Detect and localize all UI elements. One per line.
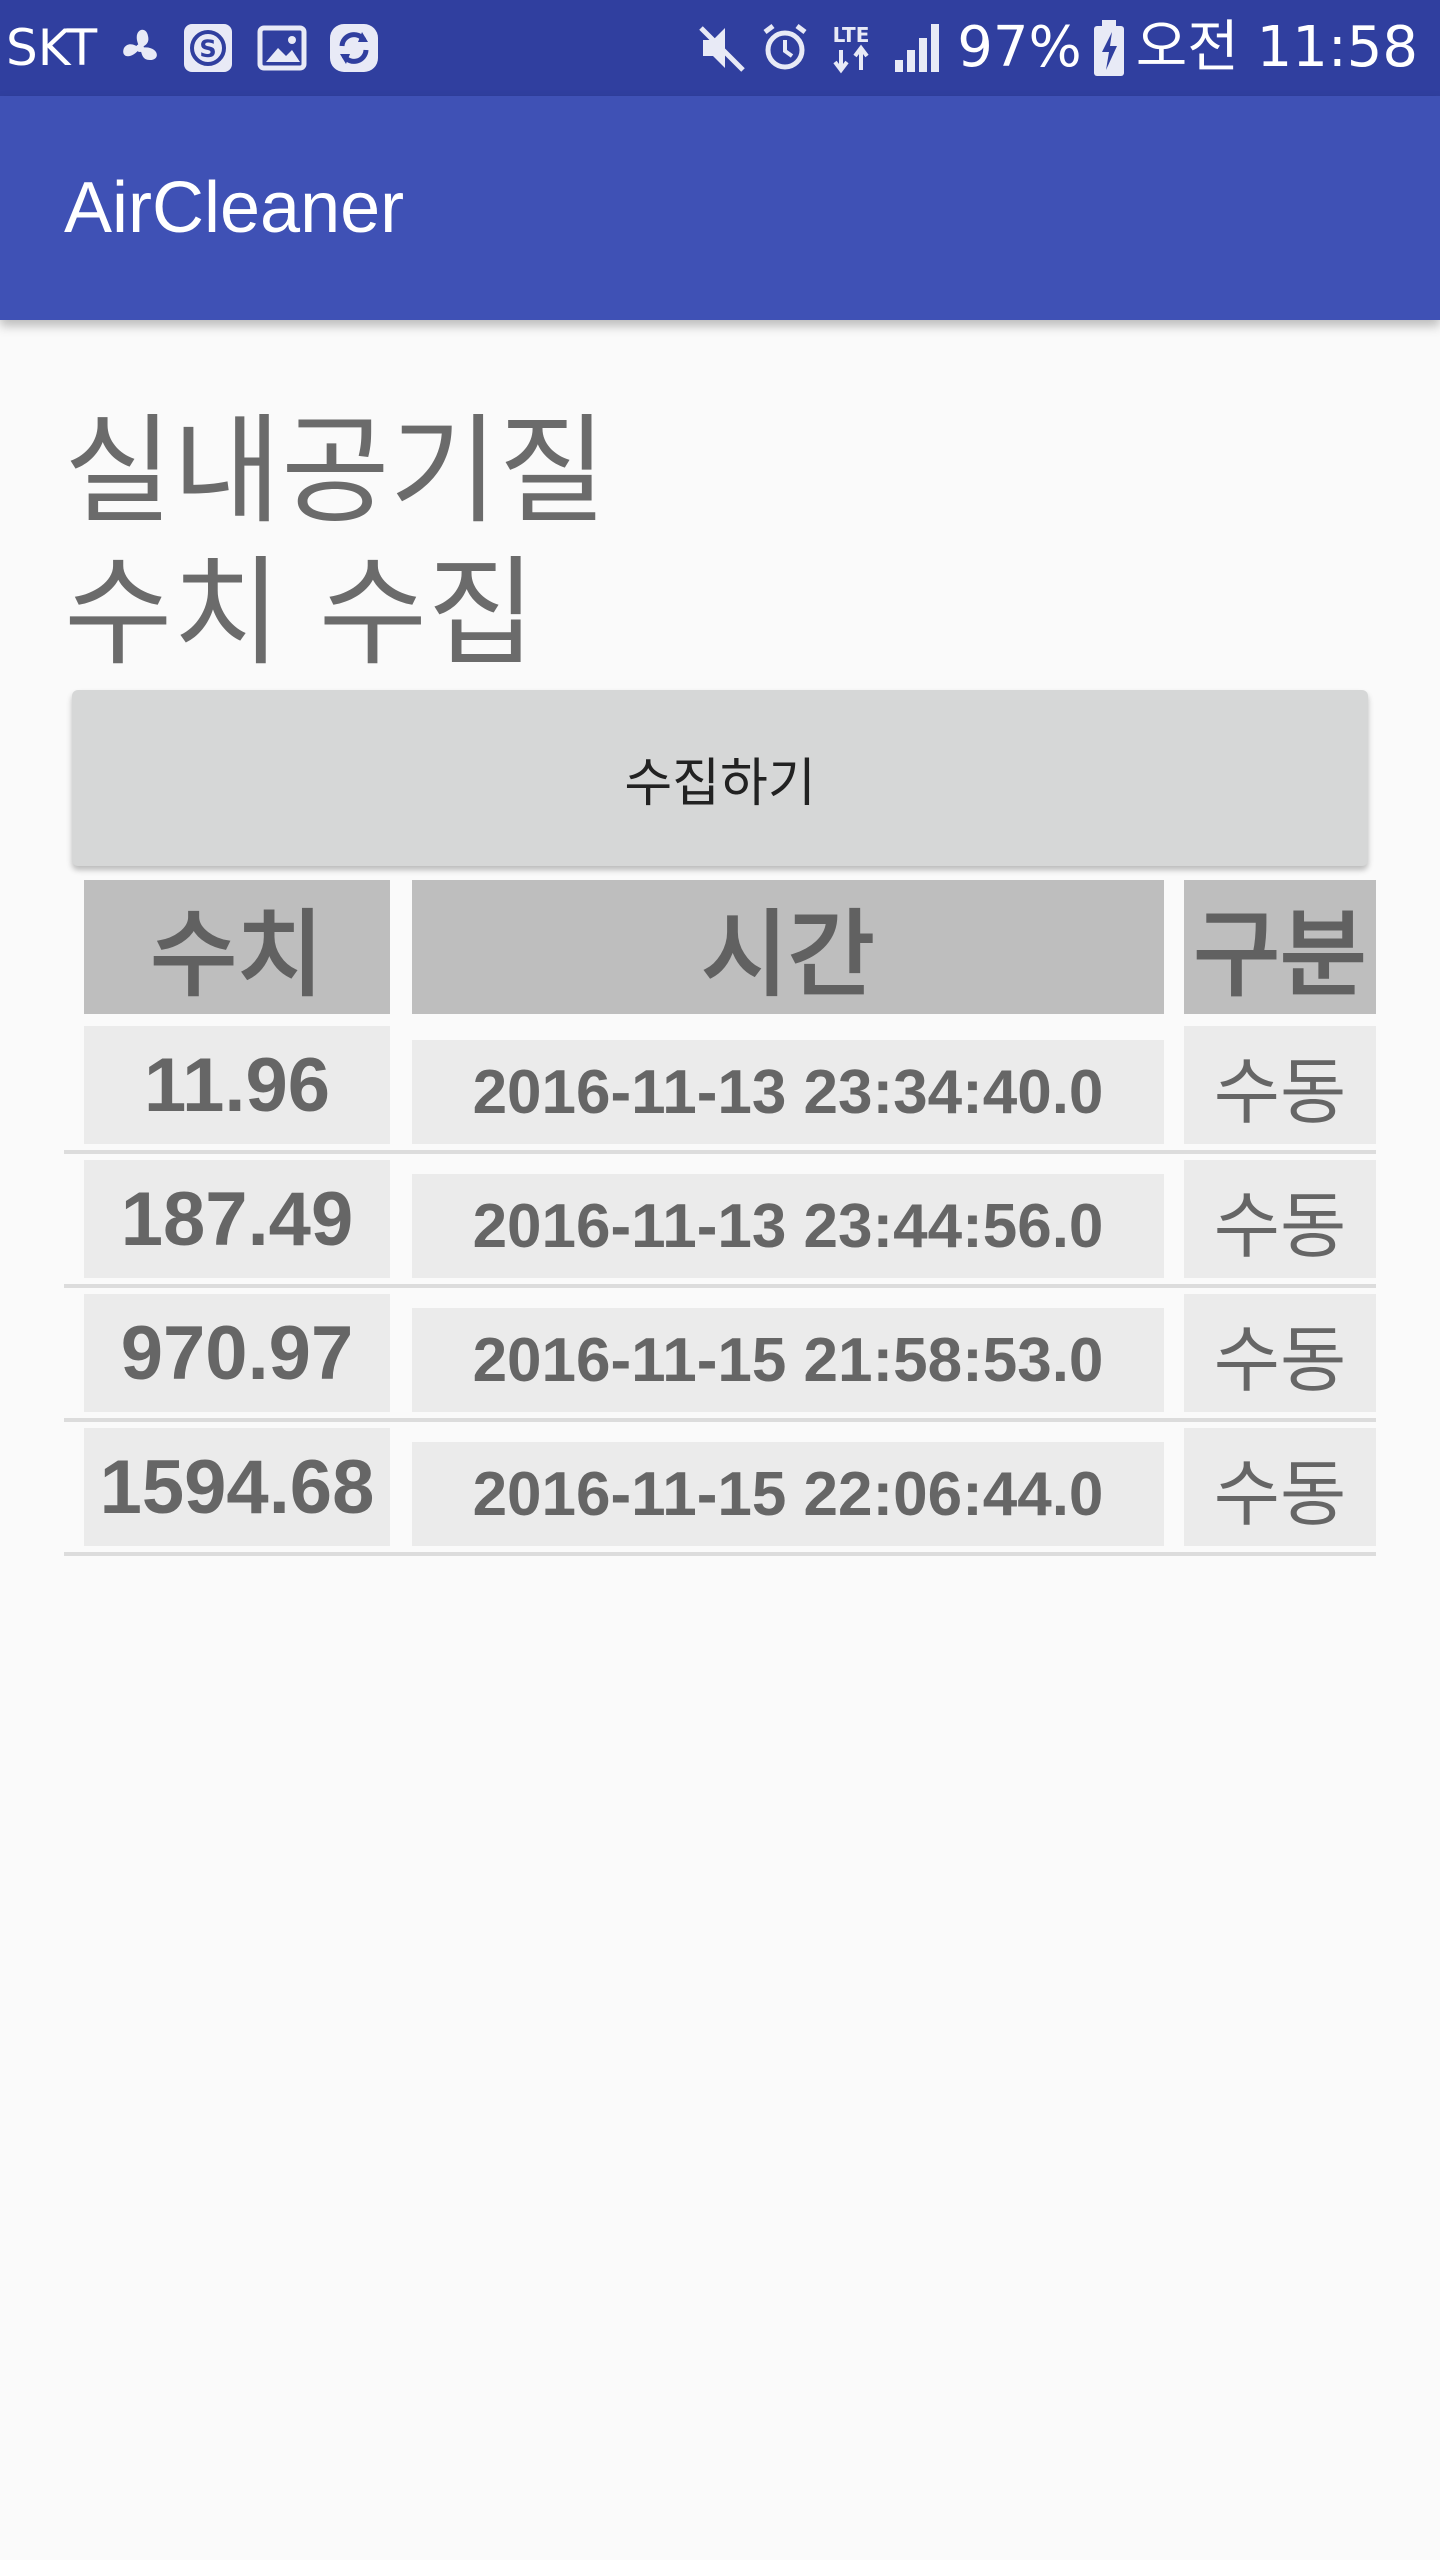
- app-bar: AirCleaner: [0, 96, 1440, 320]
- money-app-icon: S: [184, 24, 232, 72]
- table-row-time: 2016-11-15 22:06:44.0: [412, 1442, 1164, 1546]
- lte-icon: LTE: [833, 23, 870, 74]
- row-divider: [64, 1150, 1376, 1154]
- row-divider: [64, 1418, 1376, 1422]
- network-label: LTE: [833, 23, 870, 47]
- signal-icon: [895, 24, 940, 72]
- battery-percent: 97%: [957, 15, 1082, 80]
- svg-text:S: S: [199, 35, 216, 63]
- battery-charging-icon: [1093, 20, 1124, 76]
- status-bar: SKT S LTE: [0, 0, 1440, 96]
- table-row-value: 11.96: [84, 1026, 390, 1144]
- fan-notification-icon: [123, 29, 157, 60]
- alarm-icon: [763, 24, 807, 70]
- collect-button[interactable]: 수집하기: [72, 690, 1368, 866]
- header-time: 시간: [412, 880, 1164, 1014]
- sync-app-icon: [330, 24, 378, 72]
- table-row-type: 수동: [1184, 1428, 1376, 1546]
- mute-icon: [699, 26, 746, 72]
- table-row-time: 2016-11-13 23:34:40.0: [412, 1040, 1164, 1144]
- carrier-label: SKT: [6, 19, 98, 77]
- status-clock: 오전 11:58: [1135, 15, 1418, 80]
- table-row-type: 수동: [1184, 1294, 1376, 1412]
- page-heading: 실내공기질 수치 수집: [64, 402, 607, 682]
- table-row-value: 187.49: [84, 1160, 390, 1278]
- row-divider: [64, 1552, 1376, 1556]
- table-row-value: 1594.68: [84, 1428, 390, 1546]
- table-row-type: 수동: [1184, 1026, 1376, 1144]
- table-row-type: 수동: [1184, 1160, 1376, 1278]
- header-value: 수치: [84, 880, 390, 1014]
- table-row-time: 2016-11-13 23:44:56.0: [412, 1174, 1164, 1278]
- table-row-time: 2016-11-15 21:58:53.0: [412, 1308, 1164, 1412]
- header-type: 구분: [1184, 880, 1376, 1014]
- gallery-icon: [257, 25, 307, 71]
- app-title: AirCleaner: [64, 168, 405, 248]
- row-divider: [64, 1284, 1376, 1288]
- table-row-value: 970.97: [84, 1294, 390, 1412]
